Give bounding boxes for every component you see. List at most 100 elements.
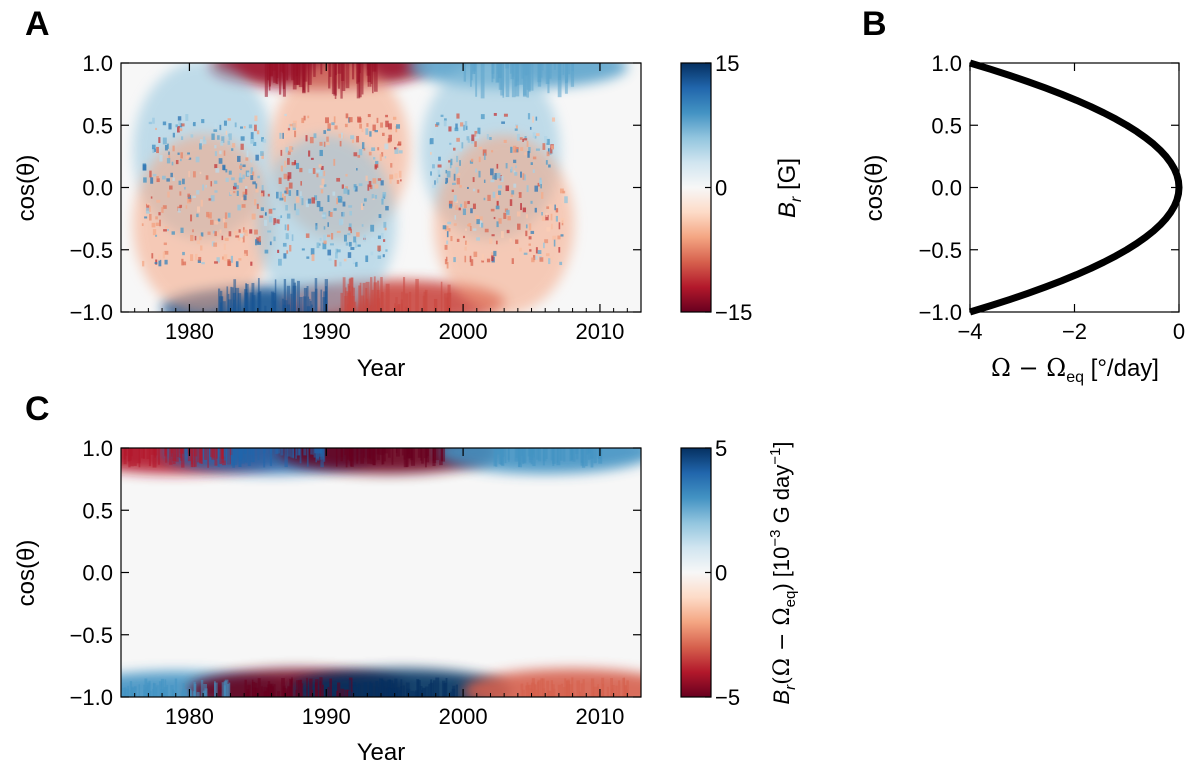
panel-a-speckle (162, 121, 167, 126)
panel-c-polar-streak (239, 448, 243, 461)
panel-a-speckle (358, 183, 363, 187)
panel-a-speckle (529, 126, 532, 130)
panel-c-polar-streak (564, 678, 567, 697)
panel-a-speckle (250, 132, 254, 139)
panel-a-speckle (146, 204, 150, 211)
panel-a-speckle (396, 179, 400, 184)
panel-a-speckle (539, 257, 544, 262)
panel-c-polar-streak (154, 448, 157, 458)
panel-c-polar-streak (150, 448, 155, 455)
panel-c-polar-streak (340, 688, 345, 697)
panel-c-polar-streak (175, 448, 179, 462)
panel-a-speckle (318, 243, 321, 246)
panel-a-speckle (156, 199, 161, 203)
panel-a-polar-streak (463, 63, 467, 82)
panel-a-speckle (179, 123, 183, 128)
panel-c-polar-streak (432, 448, 435, 461)
panel-a-speckle (453, 147, 456, 151)
panel-a-speckle (519, 247, 522, 252)
panel-c-polar-streak (422, 687, 425, 697)
panel-c-polar-streak (410, 448, 414, 461)
panel-a-speckle (376, 117, 379, 124)
panel-c-polar-streak (587, 448, 591, 460)
panel-a-speckle (150, 196, 153, 199)
panel-a-speckle (200, 232, 204, 237)
panel-a-speckle (287, 158, 290, 165)
panel-a-polar-streak (287, 304, 291, 312)
panel-a-speckle (381, 152, 384, 157)
panel-a-polar-streak (377, 280, 380, 312)
panel-a-ylabel: cos(θ) (13, 155, 40, 222)
panel-a-speckle (348, 117, 353, 123)
panel-c-polar-streak (582, 679, 585, 697)
panel-a-speckle (334, 125, 338, 130)
panel-a-speckle (195, 253, 198, 261)
panel-a-speckle (181, 258, 184, 266)
panel-a-polar-streak (400, 303, 403, 312)
panel-c-polar-streak (164, 679, 167, 697)
panel-a-speckle (503, 139, 507, 143)
panel-a-speckle (288, 182, 293, 189)
panel-c-polar-streak (234, 448, 238, 466)
panel-c-polar-streak (164, 448, 167, 457)
panel-a-speckle (299, 191, 302, 197)
panel-a-speckle (179, 191, 182, 196)
panel-c-xtick-label: 1980 (165, 704, 214, 729)
panel-a-speckle (285, 187, 289, 195)
panel-a-speckle (537, 250, 542, 255)
panel-c-polar-streak (282, 687, 286, 697)
panel-a-speckle (223, 165, 226, 171)
panel-c-polar-streak (455, 684, 458, 697)
panel-a-speckle (289, 123, 294, 127)
panel-a-polar-streak (385, 283, 390, 312)
panel-a-speckle (535, 133, 540, 137)
panel-a-speckle (455, 123, 458, 129)
panel-a-speckle (233, 182, 237, 187)
panel-a-polar-streak (360, 295, 365, 312)
panel-c-polar-streak (327, 687, 330, 697)
panel-a-polar-streak (251, 282, 255, 312)
panel-a-speckle (367, 114, 371, 118)
panel-a-speckle (310, 157, 314, 160)
panel-a-speckle (461, 142, 464, 149)
panel-a-speckle (280, 215, 283, 218)
panel-a-colorbar-tick-label: 15 (715, 51, 739, 76)
panel-a-speckle (341, 132, 343, 139)
panel-a-speckle (511, 190, 515, 195)
panel-a-speckle (214, 261, 218, 264)
panel-a-speckle (256, 237, 260, 244)
panel-a-speckle (522, 207, 527, 213)
panel-a-speckle (459, 160, 461, 166)
panel-c-label: C (25, 390, 50, 428)
panel-a-speckle (498, 190, 502, 195)
panel-a-speckle (242, 191, 246, 198)
panel-a-polar-streak (346, 303, 351, 312)
panel-a-speckle (515, 239, 519, 244)
panel-c-polar-streak (223, 448, 228, 461)
panel-a-speckle (151, 253, 154, 259)
panel-b-xtick-label: −4 (957, 319, 982, 344)
panel-a-speckle (145, 207, 150, 214)
panel-a-speckle (361, 203, 364, 211)
panel-a-speckle (382, 132, 385, 136)
panel-a-speckle (167, 191, 170, 198)
panel-a-speckle (205, 175, 209, 180)
panel-a-speckle (389, 128, 392, 133)
panel-c-polar-streak (534, 685, 537, 697)
panel-a-speckle (193, 121, 196, 127)
panel-c-polar-streak (432, 680, 436, 697)
panel-a-speckle (177, 126, 180, 133)
panel-c-polar-streak (580, 448, 584, 466)
panel-c-colorbar-label: Br(Ω − Ωeq) [10−3 G day−1] (767, 441, 799, 704)
panel-c-polar-streak (146, 448, 150, 460)
panel-a-polar-streak (528, 63, 532, 91)
panel-a-speckle (338, 196, 342, 199)
panel-a-speckle (436, 177, 439, 184)
panel-a-speckle (172, 145, 175, 152)
panel-a-speckle (245, 186, 248, 190)
panel-a-speckle (478, 170, 481, 178)
panel-a-polar-streak (334, 63, 337, 99)
panel-a-speckle (169, 185, 173, 190)
panel-a-speckle (368, 180, 372, 188)
panel-c-polar-streak (537, 681, 539, 697)
